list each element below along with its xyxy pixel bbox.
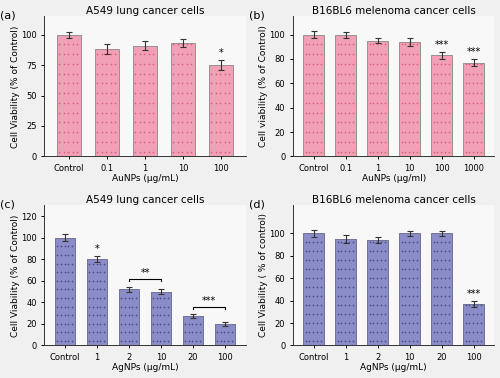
- X-axis label: AgNPs (μg/mL): AgNPs (μg/mL): [112, 363, 178, 372]
- Text: ***: ***: [434, 40, 449, 50]
- Text: *: *: [94, 244, 100, 254]
- Text: ***: ***: [466, 289, 481, 299]
- Bar: [132, 46, 158, 156]
- Text: (b): (b): [248, 11, 264, 21]
- Bar: [368, 41, 388, 156]
- Bar: [432, 233, 452, 345]
- Bar: [464, 304, 484, 345]
- Text: **: **: [140, 268, 150, 278]
- Title: A549 lung cancer cells: A549 lung cancer cells: [86, 6, 204, 15]
- Y-axis label: Cell Viability (% of Control): Cell Viability (% of Control): [10, 25, 20, 147]
- Y-axis label: Cell Viability ( % of control): Cell Viability ( % of control): [259, 213, 268, 338]
- Title: B16BL6 melenoma cancer cells: B16BL6 melenoma cancer cells: [312, 6, 476, 15]
- Bar: [170, 43, 196, 156]
- Bar: [400, 233, 420, 345]
- Text: ***: ***: [466, 47, 481, 57]
- X-axis label: AuNPs (μg/mL): AuNPs (μg/mL): [112, 174, 178, 183]
- Text: (d): (d): [248, 200, 264, 210]
- Bar: [86, 259, 108, 345]
- Bar: [336, 239, 356, 345]
- Y-axis label: Cell viability (% of Control): Cell viability (% of Control): [259, 25, 268, 147]
- Y-axis label: Cell Viability (% of Control): Cell Viability (% of Control): [10, 214, 20, 336]
- Bar: [304, 35, 324, 156]
- Bar: [150, 291, 172, 345]
- Title: B16BL6 melenoma cancer cells: B16BL6 melenoma cancer cells: [312, 195, 476, 204]
- Bar: [336, 35, 356, 156]
- Bar: [464, 63, 484, 156]
- Text: (c): (c): [0, 200, 15, 210]
- X-axis label: AgNPs (μg/mL): AgNPs (μg/mL): [360, 363, 427, 372]
- Bar: [118, 290, 140, 345]
- Bar: [182, 316, 204, 345]
- Text: ***: ***: [202, 296, 216, 306]
- Text: *: *: [218, 48, 224, 58]
- Title: A549 lung cancer cells: A549 lung cancer cells: [86, 195, 204, 204]
- Bar: [368, 240, 388, 345]
- Bar: [214, 324, 236, 345]
- Bar: [304, 233, 324, 345]
- Bar: [432, 55, 452, 156]
- Text: (a): (a): [0, 11, 16, 21]
- Bar: [56, 35, 82, 156]
- Bar: [94, 49, 120, 156]
- Bar: [209, 65, 234, 156]
- Bar: [400, 42, 420, 156]
- X-axis label: AuNPs (μg/ml): AuNPs (μg/ml): [362, 174, 426, 183]
- Bar: [54, 238, 76, 345]
